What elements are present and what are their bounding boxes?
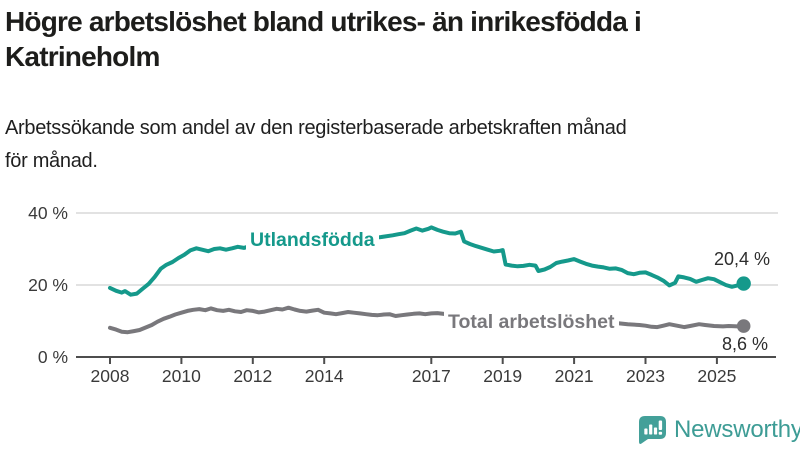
page-title: Högre arbetslöshet bland utrikes- än inr… [5,4,642,74]
y-tick-label: 40 % [28,203,68,223]
x-tick-label: 2019 [483,366,522,386]
x-tick-label: 2023 [626,366,665,386]
end-value-label-total: 8,6 % [721,334,768,354]
series-line-utlandsfodda [108,225,746,297]
newsworthy-logo: Newsworthy [638,415,800,445]
y-tick-label: 20 % [28,275,68,295]
chart-subtitle-line-1: Arbetssökande som andel av den registerb… [5,117,627,139]
newsworthy-bar-chart-speech-bubble-icon [639,416,666,444]
end-dot-utlandsfodda [736,276,751,291]
series-label-total-arbetsloshet: Total arbetslöshet [444,310,619,335]
x-tick-label: 2017 [412,366,451,386]
end-dot-total [736,319,751,333]
page-title-line-1: Högre arbetslöshet bland utrikes- än inr… [5,6,642,37]
y-tick-label: 0 % [38,347,68,367]
series-line-total [108,305,746,335]
end-value-label-utlandsfodda: 20,4 % [713,249,770,269]
series-label-utlandsfodda: Utlandsfödda [246,228,379,253]
x-tick-label: 2012 [233,366,272,386]
x-tick-label: 2010 [162,366,201,386]
x-tick-label: 2025 [697,366,736,386]
chart-subtitle: Arbetssökande som andel av den registerb… [5,112,627,178]
x-tick-label: 2008 [91,366,130,386]
x-tick-label: 2021 [555,366,594,386]
chart-subtitle-line-2: för månad. [5,150,98,172]
newsworthy-logo-text: Newsworthy [674,416,800,443]
page-title-line-2: Katrineholm [5,41,160,72]
x-tick-label: 2014 [305,366,344,386]
